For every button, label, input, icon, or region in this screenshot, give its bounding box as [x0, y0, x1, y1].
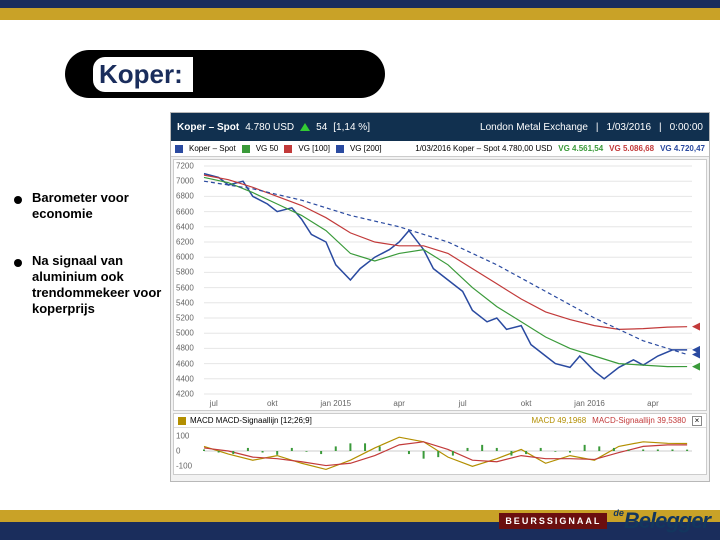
close-icon[interactable]: × [692, 416, 702, 426]
header-time: 0:00:00 [670, 122, 703, 133]
chart-change-abs: 54 [316, 122, 327, 133]
logo-beurssignaal: BEURSSIGNAAL [499, 513, 607, 529]
bullet-dot-icon [14, 259, 22, 267]
up-arrow-icon [300, 123, 310, 131]
bullet-text: Na signaal van aluminium ook trendommeke… [32, 253, 164, 318]
frame-navy-top [0, 0, 720, 8]
macd-header: MACD MACD-Signaallijn [12;26;9] MACD 49,… [174, 414, 706, 428]
bullet-dot-icon [14, 196, 22, 204]
exchange-label: London Metal Exchange [480, 122, 588, 133]
bullet-list: Barometer voor economie Na signaal van a… [14, 190, 164, 348]
chart-panel: Koper – Spot 4.780 USD 54 [1,14 %] Londo… [170, 112, 710, 482]
bullet-item: Barometer voor economie [14, 190, 164, 223]
bullet-item: Na signaal van aluminium ook trendommeke… [14, 253, 164, 318]
frame-gold-top [0, 8, 720, 20]
legend-strip: Koper – SpotVG 50VG [100]VG [200]1/03/20… [171, 141, 709, 157]
bullet-text: Barometer voor economie [32, 190, 164, 223]
slide-title-pill: Koper: [65, 50, 385, 98]
macd-val2: MACD-Signaallijn 39,5380 [592, 416, 686, 426]
price-chart[interactable]: 4200440046004800500052005400560058006000… [173, 159, 707, 411]
chart-header: Koper – Spot 4.780 USD 54 [1,14 %] Londo… [171, 113, 709, 141]
logo-belegger: de Belegger [613, 508, 710, 534]
logo-belegger-main: Belegger [624, 508, 710, 534]
macd-label: MACD MACD-Signaallijn [12;26;9] [190, 416, 312, 425]
chart-change-pct: [1,14 %] [333, 122, 370, 133]
header-date: 1/03/2016 [607, 122, 652, 133]
logo-belegger-de: de [613, 508, 624, 518]
footer-logos: BEURSSIGNAAL de Belegger [499, 508, 710, 534]
macd-panel[interactable]: MACD MACD-Signaallijn [12;26;9] MACD 49,… [173, 413, 707, 475]
slide-title: Koper: [93, 57, 193, 92]
chart-price: 4.780 USD [245, 122, 294, 133]
macd-color-icon [178, 417, 186, 425]
macd-val1: MACD 49,1968 [531, 416, 586, 426]
chart-title: Koper – Spot [177, 122, 239, 133]
